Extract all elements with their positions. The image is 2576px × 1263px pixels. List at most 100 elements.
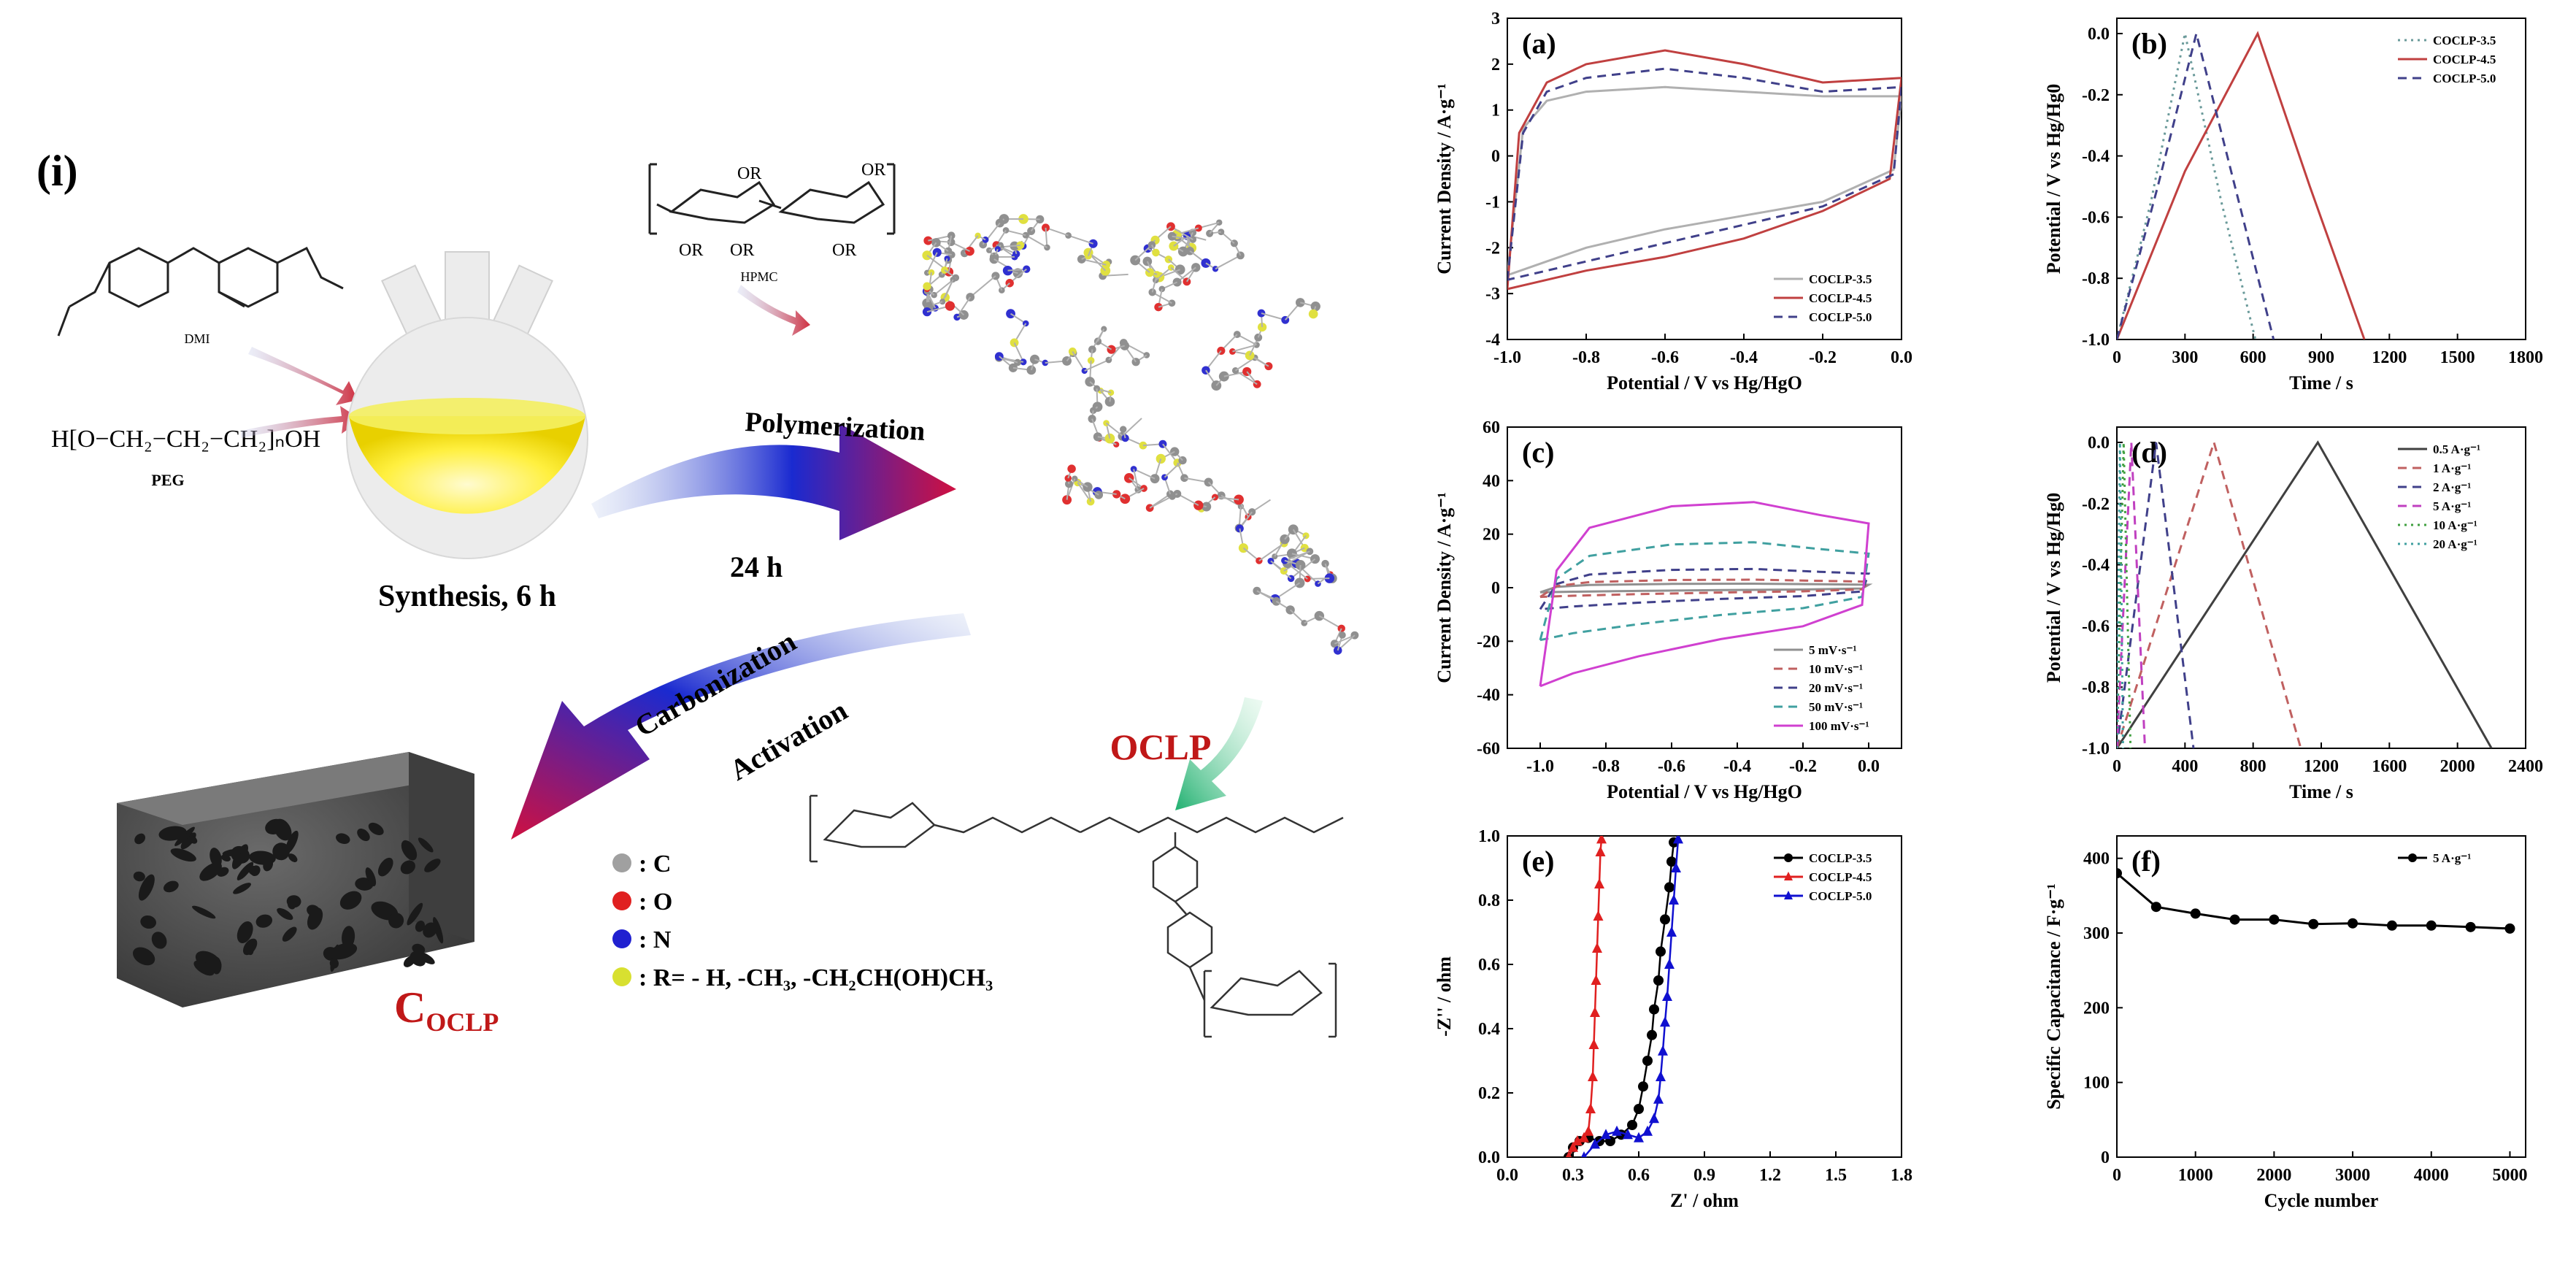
y-tick-label: 0.8 bbox=[1478, 891, 1500, 910]
plot-area bbox=[1507, 50, 1902, 289]
x-tick-label: 3000 bbox=[2335, 1166, 2370, 1185]
data-point bbox=[2426, 921, 2437, 931]
data-point bbox=[1642, 1056, 1653, 1066]
data-point bbox=[1660, 1016, 1670, 1026]
legend-c: : C bbox=[639, 851, 671, 878]
hpmc-or1: OR bbox=[737, 164, 761, 183]
y-tick-label: 400 bbox=[2083, 850, 2110, 869]
data-point bbox=[1634, 1104, 1644, 1114]
arrow-hpmc-down bbox=[737, 285, 810, 336]
data-point bbox=[2504, 924, 2515, 934]
data-point bbox=[2230, 915, 2240, 925]
y-tick-label: 40 bbox=[1483, 472, 1500, 491]
data-point bbox=[1590, 1007, 1600, 1017]
x-tick-label: 2000 bbox=[2440, 757, 2475, 776]
data-point bbox=[1642, 1126, 1653, 1136]
coclp-label: COCLP bbox=[394, 983, 499, 1037]
peg-label: PEG bbox=[151, 471, 184, 489]
x-tick-label: 1500 bbox=[2440, 348, 2475, 367]
x-tick-label: 0 bbox=[2112, 1166, 2121, 1185]
x-tick-label: -0.8 bbox=[1572, 348, 1600, 367]
oclp-bond bbox=[970, 276, 996, 297]
data-point bbox=[1658, 1045, 1668, 1056]
y-axis-label: Current Density / A·g⁻¹ bbox=[1434, 492, 1455, 683]
series-line bbox=[2117, 442, 2301, 748]
data-point bbox=[2112, 868, 2122, 878]
oclp-label: OCLP bbox=[1110, 726, 1212, 767]
legend-n: : N bbox=[639, 926, 672, 953]
y-tick-label: 1.0 bbox=[1478, 827, 1500, 846]
oclp-atom bbox=[1094, 491, 1103, 499]
x-tick-label: 0 bbox=[2112, 348, 2121, 367]
legend-n-dot bbox=[612, 929, 631, 948]
data-point bbox=[2387, 921, 2397, 931]
x-tick-label: 300 bbox=[2172, 348, 2198, 367]
oclp-network bbox=[922, 214, 1358, 655]
arrow-dmi-to-flask bbox=[248, 347, 358, 405]
oclp-bond bbox=[1026, 235, 1047, 247]
y-axis-label: Potential / V vs Hg/Hg0 bbox=[2043, 84, 2064, 275]
oclp-atom bbox=[1142, 257, 1152, 266]
hpmc-or5: OR bbox=[832, 241, 856, 260]
x-tick-label: 900 bbox=[2308, 348, 2334, 367]
x-tick-label: 1600 bbox=[2372, 757, 2407, 776]
oclp-atom bbox=[1152, 249, 1160, 257]
y-axis-label: -Z'' / ohm bbox=[1434, 956, 1455, 1037]
x-tick-label: -0.2 bbox=[1789, 757, 1817, 776]
data-point bbox=[1666, 926, 1677, 937]
data-point bbox=[1669, 894, 1679, 905]
plot-frame bbox=[2117, 836, 2526, 1157]
data-point bbox=[2151, 902, 2161, 912]
panel-label: (c) bbox=[1522, 436, 1554, 469]
scheme-svg: DMI H[O−CH₂−CH₂−CH₂]ₙOH PEG Synthesis, 6… bbox=[0, 0, 1423, 1259]
data-point bbox=[1660, 914, 1670, 924]
legend-entry: 20 A·g⁻¹ bbox=[2433, 537, 2477, 551]
x-tick-label: 0.6 bbox=[1628, 1166, 1650, 1185]
y-tick-label: -1 bbox=[1485, 193, 1500, 212]
legend-entry: COCLP-5.0 bbox=[2433, 72, 2496, 85]
oclp-bond bbox=[1069, 236, 1093, 244]
legend-marker bbox=[1784, 853, 1793, 862]
panel-label: (e) bbox=[1522, 845, 1554, 878]
dmi-label: DMI bbox=[185, 331, 210, 346]
data-point bbox=[1649, 1005, 1659, 1015]
x-tick-label: 2000 bbox=[2256, 1166, 2291, 1185]
plot-frame bbox=[1507, 836, 1902, 1157]
data-point bbox=[1656, 946, 1666, 956]
y-tick-label: -1.0 bbox=[2082, 331, 2110, 350]
y-tick-label: 0.2 bbox=[1478, 1084, 1500, 1103]
x-tick-label: -0.6 bbox=[1658, 757, 1685, 776]
panel-label: (b) bbox=[2131, 27, 2167, 60]
scheme-panel: DMI H[O−CH₂−CH₂−CH₂]ₙOH PEG Synthesis, 6… bbox=[0, 0, 1423, 1259]
arrow2-top-text: Carbonization bbox=[629, 624, 801, 742]
y-tick-label: 0 bbox=[1491, 147, 1500, 166]
data-point bbox=[1627, 1120, 1637, 1130]
oclp-atom bbox=[1067, 464, 1076, 473]
hpmc-or4: OR bbox=[730, 241, 754, 260]
x-axis-label: Time / s bbox=[2289, 781, 2353, 802]
legend-entry: COCLP-4.5 bbox=[1809, 870, 1872, 884]
y-tick-label: 60 bbox=[1483, 418, 1500, 437]
oclp-atom bbox=[1120, 426, 1126, 432]
x-tick-label: 0 bbox=[2112, 757, 2121, 776]
carbonization-arrow bbox=[511, 613, 971, 840]
data-point bbox=[2191, 908, 2201, 918]
series-line bbox=[2117, 442, 2194, 748]
x-tick-label: -0.4 bbox=[1723, 757, 1751, 776]
y-tick-label: -0.4 bbox=[2082, 147, 2110, 166]
data-point bbox=[1594, 878, 1604, 888]
y-tick-label: -40 bbox=[1477, 686, 1500, 705]
oclp-atom bbox=[923, 282, 931, 290]
data-point bbox=[1638, 1081, 1648, 1091]
data-point bbox=[1653, 975, 1664, 986]
x-tick-label: 400 bbox=[2172, 757, 2198, 776]
x-tick-label: 4000 bbox=[2414, 1166, 2449, 1185]
legend-entry: 100 mV·s⁻¹ bbox=[1809, 719, 1869, 733]
legend-entry: 5 A·g⁻¹ bbox=[2433, 851, 2471, 865]
flask bbox=[347, 252, 588, 558]
legend-r: : R= - H, -CH₃, -CH₂CH(OH)CH₃ bbox=[639, 964, 993, 991]
x-tick-label: 1.2 bbox=[1759, 1166, 1781, 1185]
atom-legend: : C : O : N : R= - H, -CH₃, -CH₂CH(OH)CH… bbox=[612, 851, 993, 991]
